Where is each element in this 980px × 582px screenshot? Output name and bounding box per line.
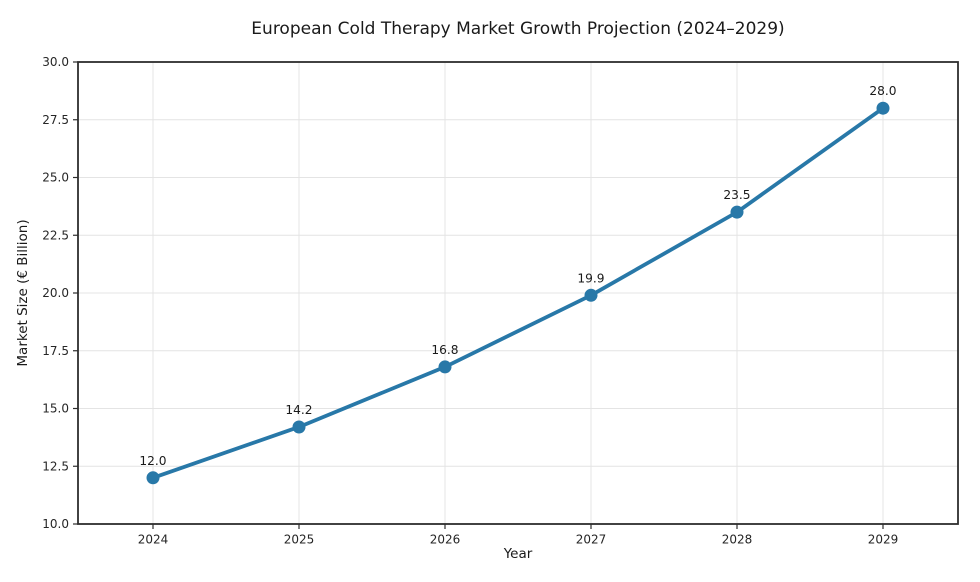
x-tick-label: 2027 <box>576 533 607 547</box>
data-point-label: 16.8 <box>431 343 458 357</box>
data-point <box>730 205 744 219</box>
data-point-label: 23.5 <box>723 188 750 202</box>
x-tick-label: 2029 <box>868 533 899 547</box>
chart-title: European Cold Therapy Market Growth Proj… <box>251 19 785 39</box>
data-point <box>584 288 598 302</box>
data-point-label: 19.9 <box>577 271 604 285</box>
x-tick-label: 2028 <box>722 533 753 547</box>
y-tick-label: 22.5 <box>42 228 69 242</box>
data-point <box>876 101 890 115</box>
y-tick-label: 25.0 <box>42 171 69 185</box>
y-tick-label: 27.5 <box>42 113 69 127</box>
y-axis-label: Market Size (€ Billion) <box>15 219 31 367</box>
y-tick-label: 17.5 <box>42 344 69 358</box>
x-tick-label: 2024 <box>138 533 169 547</box>
data-point <box>292 420 306 434</box>
x-tick-label: 2026 <box>430 533 461 547</box>
y-tick-label: 15.0 <box>42 402 69 416</box>
y-tick-label: 30.0 <box>42 55 69 69</box>
data-point-label: 12.0 <box>139 454 166 468</box>
data-point <box>146 471 160 485</box>
x-axis-label: Year <box>503 546 533 562</box>
y-tick-label: 20.0 <box>42 286 69 300</box>
y-tick-label: 10.0 <box>42 517 69 531</box>
data-point <box>438 360 452 374</box>
data-point-label: 28.0 <box>869 84 896 98</box>
x-tick-label: 2025 <box>284 533 315 547</box>
y-tick-label: 12.5 <box>42 459 69 473</box>
data-point-label: 14.2 <box>285 403 312 417</box>
series-line <box>151 106 885 480</box>
